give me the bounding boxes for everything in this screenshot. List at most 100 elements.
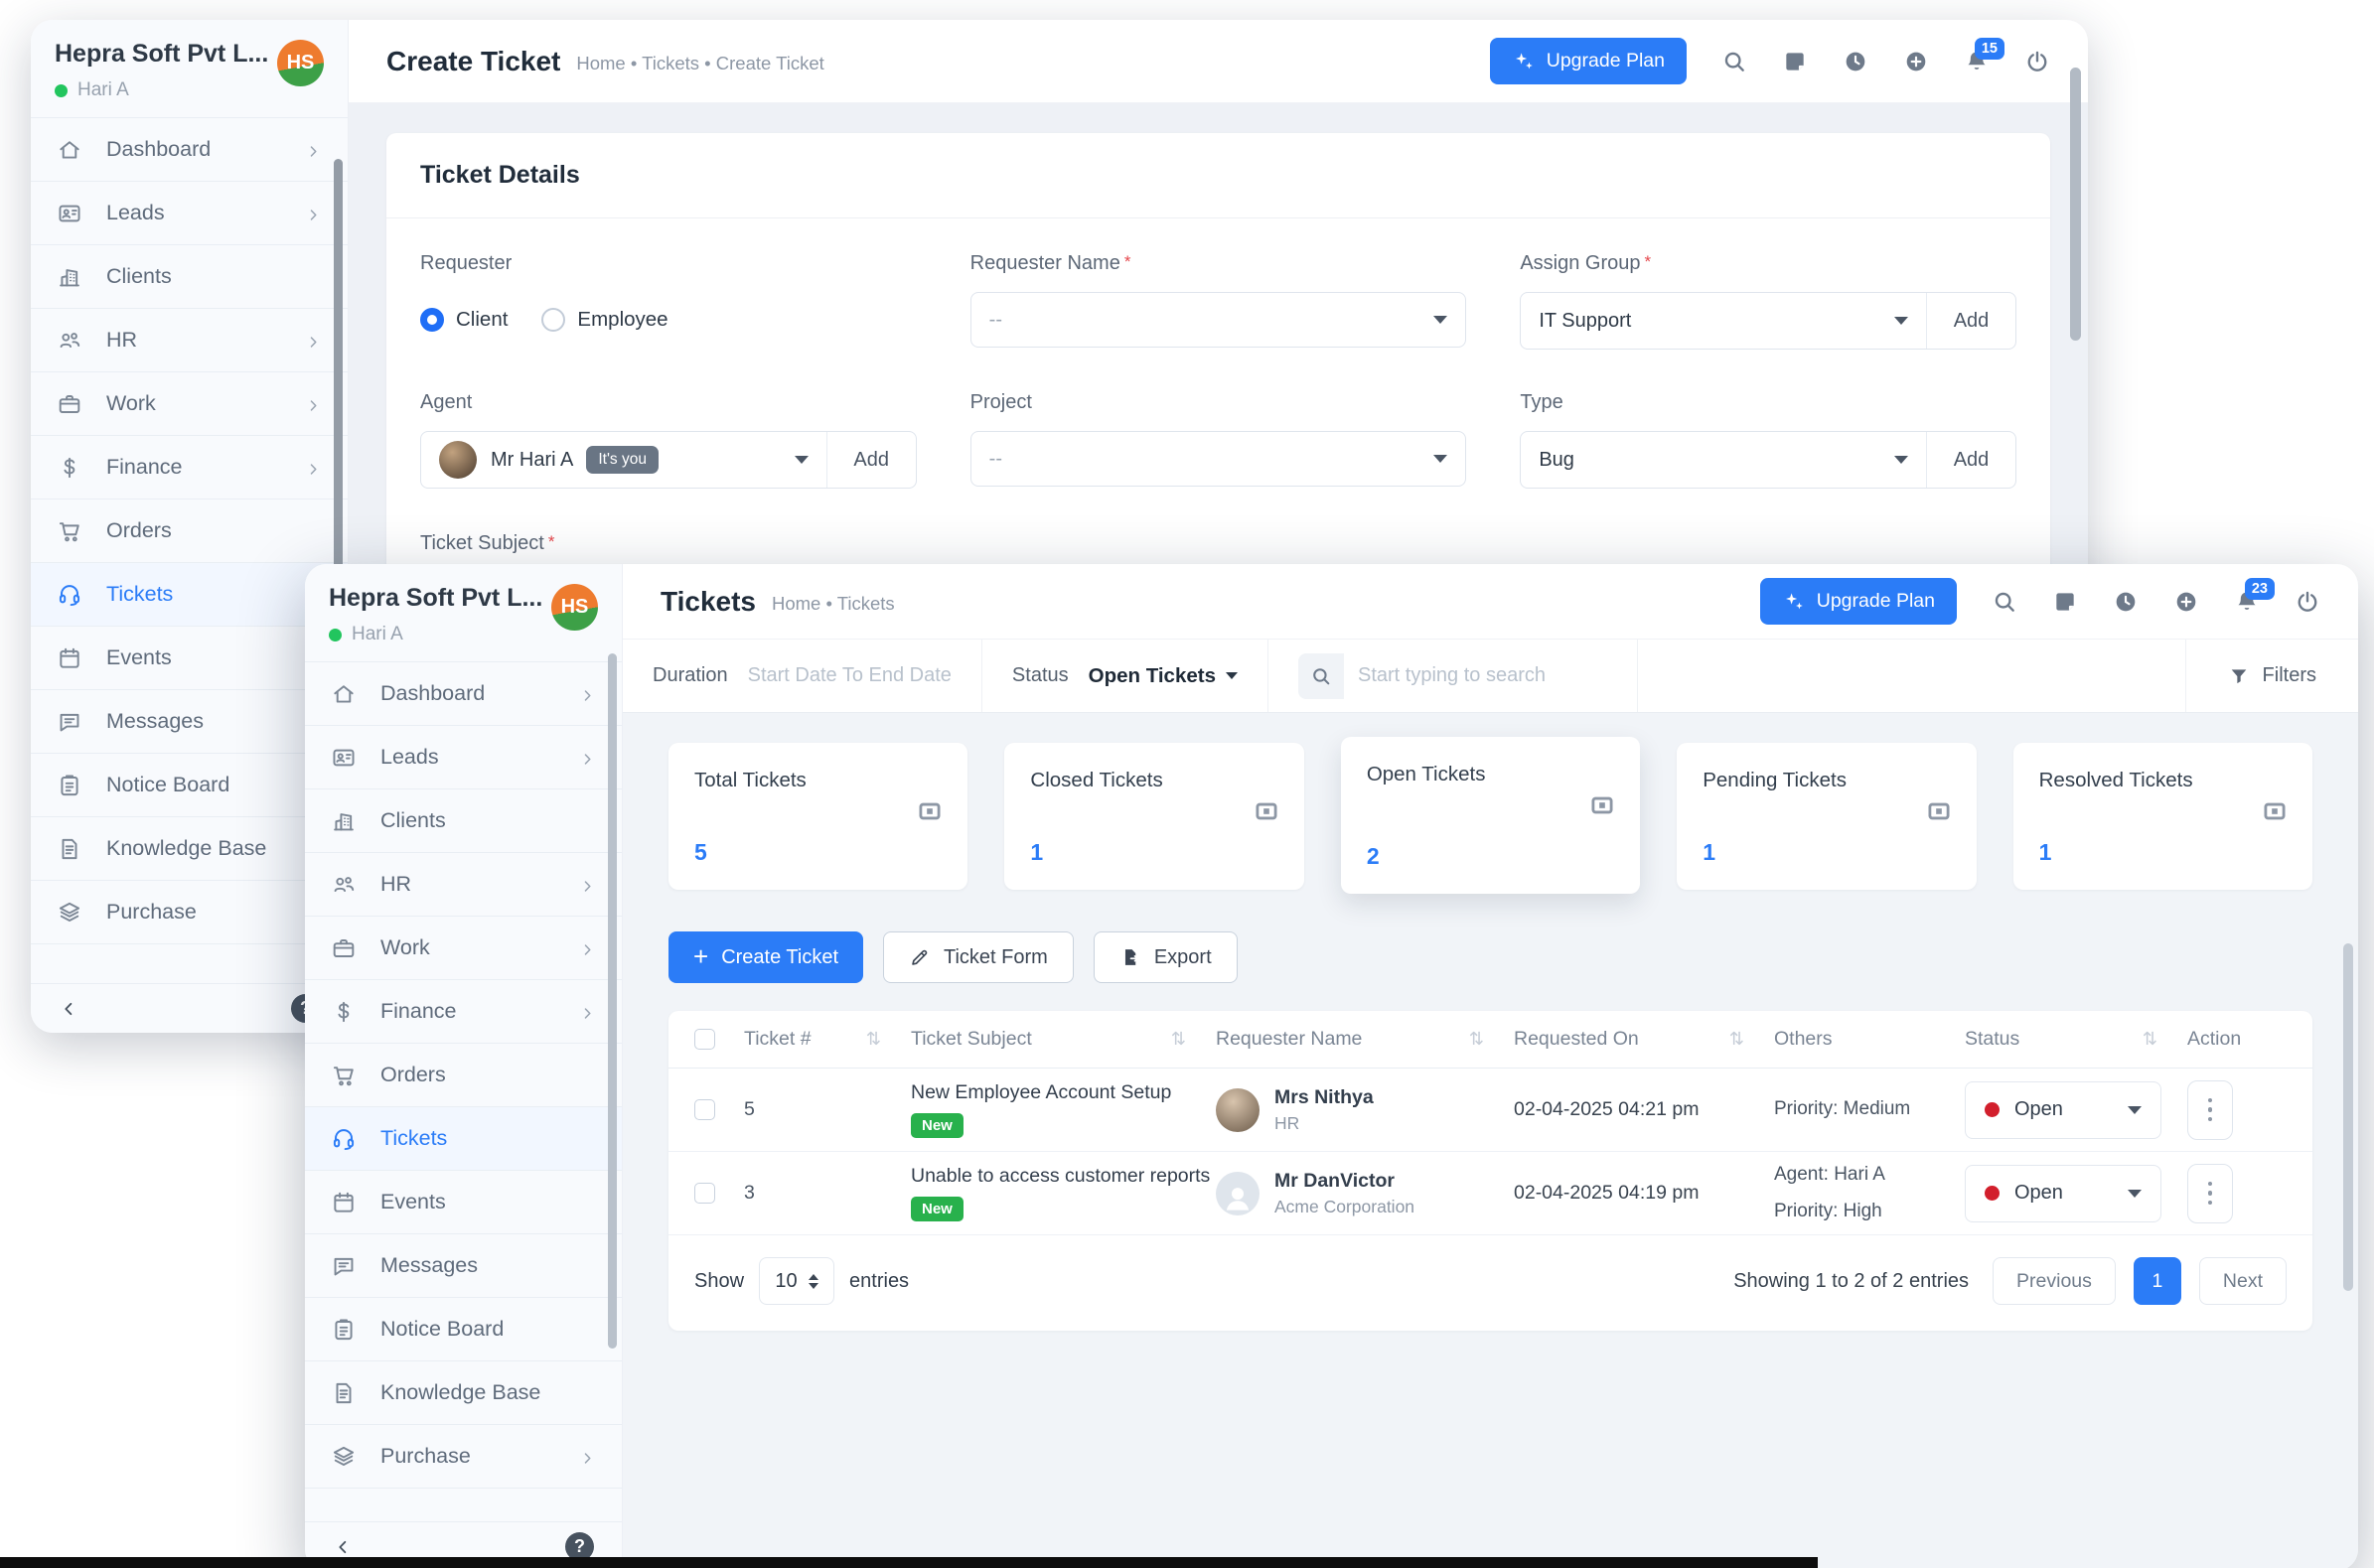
sidebar-item-knowledge-base[interactable]: Knowledge Base xyxy=(305,1361,622,1425)
assign-group-add-button[interactable]: Add xyxy=(1925,293,2015,349)
company-logo[interactable]: HS xyxy=(551,584,598,631)
current-page-button[interactable]: 1 xyxy=(2133,1257,2181,1305)
sidebar-scrollbar[interactable] xyxy=(334,159,343,675)
sidebar-item-orders[interactable]: Orders xyxy=(31,499,348,563)
company-logo[interactable]: HS xyxy=(277,40,324,86)
quick-add-icon[interactable] xyxy=(1903,49,1929,74)
history-icon[interactable] xyxy=(2113,589,2139,615)
sort-icon[interactable]: ⇅ xyxy=(1468,1029,1484,1049)
create-ticket-button[interactable]: + Create Ticket xyxy=(668,931,864,983)
sidebar-item-finance[interactable]: Finance xyxy=(31,436,348,499)
project-select[interactable]: -- xyxy=(969,431,1467,487)
sort-icon[interactable]: ⇅ xyxy=(2142,1029,2157,1049)
duration-filter[interactable]: Duration Start Date To End Date xyxy=(623,640,982,712)
notifications-bell[interactable]: 23 xyxy=(2234,577,2275,615)
stat-card-resolved[interactable]: Resolved Tickets 1 xyxy=(2012,743,2313,890)
status-select[interactable]: Open xyxy=(1965,1080,2161,1139)
sidebar-item-leads[interactable]: Leads xyxy=(31,182,348,245)
type-add-button[interactable]: Add xyxy=(1925,432,2015,488)
sidebar-item-purchase[interactable]: Purchase xyxy=(305,1425,622,1489)
chat-icon xyxy=(331,1253,357,1279)
company-name: Hepra Soft Pvt L... xyxy=(55,40,269,68)
stat-card-open[interactable]: Open Tickets 2 xyxy=(1340,737,1641,894)
search-input[interactable] xyxy=(1344,652,1607,699)
sidebar-item-finance[interactable]: Finance xyxy=(305,980,622,1044)
row-checkbox[interactable] xyxy=(694,1099,715,1120)
power-icon[interactable] xyxy=(2024,49,2050,74)
type-select[interactable]: Bug xyxy=(1521,432,1926,488)
sidebar: Hepra Soft Pvt L... Hari A HS Dashboard … xyxy=(305,564,623,1568)
sort-icon[interactable]: ⇅ xyxy=(865,1029,881,1049)
requester-employee-radio[interactable]: Employee xyxy=(541,308,668,332)
help-icon[interactable]: ? xyxy=(565,1532,594,1561)
row-actions-menu[interactable] xyxy=(2187,1079,2233,1140)
sidebar-item-work[interactable]: Work xyxy=(31,372,348,436)
requester-name-select[interactable]: -- xyxy=(969,292,1467,348)
sidebar-item-events[interactable]: Events xyxy=(31,627,348,690)
export-button[interactable]: Export xyxy=(1093,931,1238,983)
caret-down-icon xyxy=(2128,1105,2142,1114)
sidebar-item-hr[interactable]: HR xyxy=(31,309,348,372)
stat-card-total[interactable]: Total Tickets 5 xyxy=(668,743,968,890)
previous-page-button[interactable]: Previous xyxy=(1993,1257,2116,1305)
requester-name-field: Requester Name * -- xyxy=(969,252,1467,350)
status-select[interactable]: Open xyxy=(1965,1164,2161,1222)
table-row[interactable]: 5 New Employee Account Setup New Mrs Nith… xyxy=(668,1069,2312,1152)
col-status: Status xyxy=(1965,1028,2020,1050)
sort-icon[interactable]: ⇅ xyxy=(1170,1029,1186,1049)
sort-icon[interactable]: ⇅ xyxy=(1728,1029,1744,1049)
sidebar-item-orders[interactable]: Orders xyxy=(305,1044,622,1107)
sidebar-item-messages[interactable]: Messages xyxy=(305,1234,622,1298)
search-icon[interactable] xyxy=(1721,49,1747,74)
sidebar-item-messages[interactable]: Messages xyxy=(31,690,348,754)
select-all-checkbox[interactable] xyxy=(694,1029,715,1050)
page-size-select[interactable]: 10 xyxy=(759,1257,835,1305)
history-icon[interactable] xyxy=(1843,49,1868,74)
table-row[interactable]: 3 Unable to access customer reports New M… xyxy=(668,1152,2312,1235)
requester-client-radio[interactable]: Client xyxy=(420,308,508,332)
sidebar-item-leads[interactable]: Leads xyxy=(305,726,622,789)
sidebar-item-knowledge-base[interactable]: Knowledge Base xyxy=(31,817,348,881)
notes-icon[interactable] xyxy=(1782,49,1808,74)
row-actions-menu[interactable] xyxy=(2187,1163,2233,1223)
sidebar-item-tickets[interactable]: Tickets xyxy=(31,563,348,627)
next-page-button[interactable]: Next xyxy=(2198,1257,2287,1305)
stat-card-closed[interactable]: Closed Tickets 1 xyxy=(1004,743,1304,890)
assign-group-select[interactable]: IT Support xyxy=(1521,293,1926,349)
window-scrollbar[interactable] xyxy=(2070,68,2081,341)
collapse-sidebar-icon[interactable] xyxy=(333,1537,353,1557)
upgrade-plan-button[interactable]: Upgrade Plan xyxy=(1489,38,1687,84)
power-icon[interactable] xyxy=(2295,589,2320,615)
chevron-right-icon xyxy=(305,205,322,221)
window-scrollbar[interactable] xyxy=(2343,943,2353,1291)
collapse-sidebar-icon[interactable] xyxy=(59,999,78,1019)
sidebar-scrollbar[interactable] xyxy=(608,653,617,1349)
others-agent: Agent: Hari A xyxy=(1774,1164,1885,1186)
agent-select[interactable]: Mr Hari A It's you xyxy=(421,432,826,488)
sidebar-item-dashboard[interactable]: Dashboard xyxy=(305,662,622,726)
sidebar-item-clients[interactable]: Clients xyxy=(305,789,622,853)
agent-add-button[interactable]: Add xyxy=(825,432,916,488)
row-checkbox[interactable] xyxy=(694,1183,715,1204)
col-requested-on: Requested On xyxy=(1514,1028,1639,1050)
ticket-icon xyxy=(1588,792,1616,818)
upgrade-plan-button[interactable]: Upgrade Plan xyxy=(1759,578,1957,625)
sidebar-item-dashboard[interactable]: Dashboard xyxy=(31,118,348,182)
search-icon xyxy=(1310,665,1332,687)
sidebar-item-tickets[interactable]: Tickets xyxy=(305,1107,622,1171)
search-icon[interactable] xyxy=(1992,589,2017,615)
sidebar-item-clients[interactable]: Clients xyxy=(31,245,348,309)
filters-button[interactable]: Filters xyxy=(2184,640,2358,712)
quick-add-icon[interactable] xyxy=(2173,589,2199,615)
notes-icon[interactable] xyxy=(2052,589,2078,615)
status-filter[interactable]: Status Open Tickets xyxy=(982,640,1268,712)
stat-card-pending[interactable]: Pending Tickets 1 xyxy=(1677,743,1977,890)
sidebar-item-events[interactable]: Events xyxy=(305,1171,622,1234)
sidebar-item-purchase[interactable]: Purchase xyxy=(31,881,348,944)
notifications-bell[interactable]: 15 xyxy=(1964,37,2004,74)
sidebar-item-notice-board[interactable]: Notice Board xyxy=(305,1298,622,1361)
sidebar-item-hr[interactable]: HR xyxy=(305,853,622,917)
sidebar-item-notice-board[interactable]: Notice Board xyxy=(31,754,348,817)
ticket-form-button[interactable]: Ticket Form xyxy=(883,931,1074,983)
sidebar-item-work[interactable]: Work xyxy=(305,917,622,980)
